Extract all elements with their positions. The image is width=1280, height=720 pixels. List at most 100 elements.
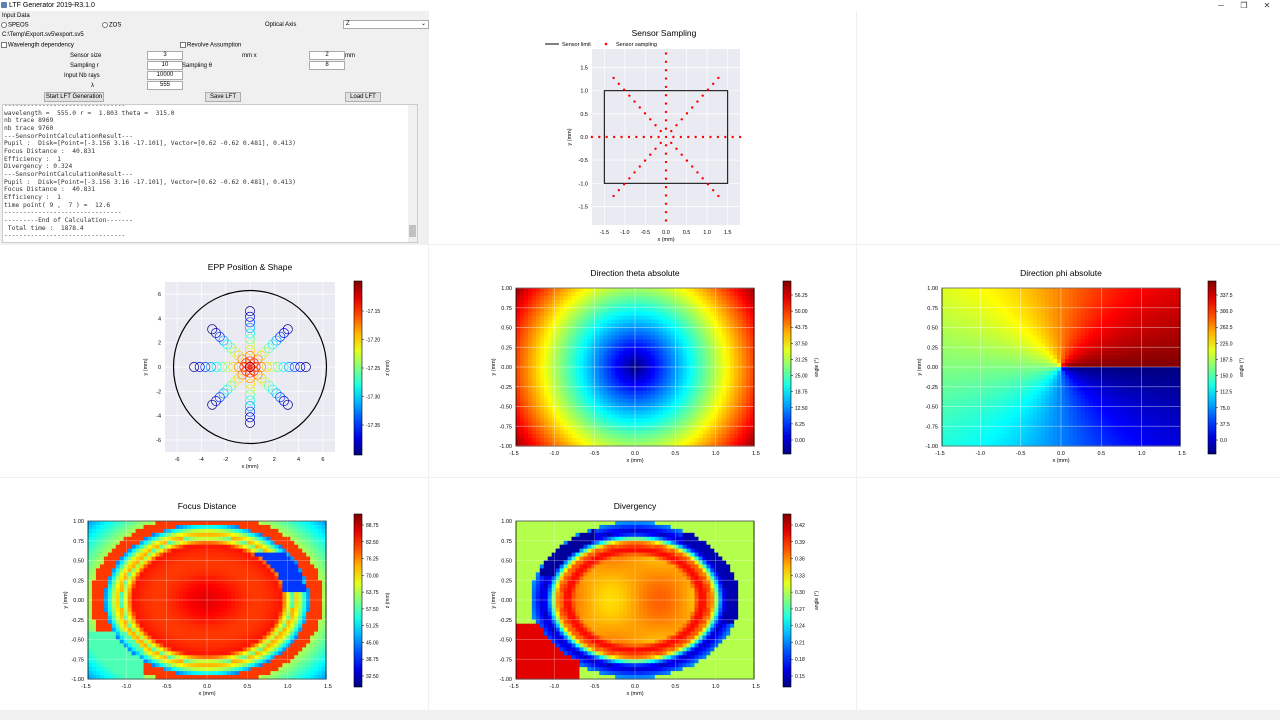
lambda-input[interactable]: 555 — [147, 81, 183, 90]
pupil-circle — [275, 331, 286, 342]
heatmap-cell — [591, 390, 596, 396]
heatmap-cell — [539, 414, 545, 419]
console-output[interactable]: -------------------------------- waveleng… — [2, 104, 418, 243]
sampling-theta-input[interactable]: 8 — [309, 61, 345, 70]
input-rays-input[interactable]: 10000 — [147, 71, 183, 80]
heatmap-cell — [1041, 339, 1046, 344]
heatmap-cell — [579, 291, 585, 297]
heatmap-cell — [631, 363, 636, 368]
heatmap-cell — [718, 355, 723, 360]
heatmap-cell — [1116, 331, 1122, 336]
heatmap-cell — [989, 394, 995, 400]
heatmap-cell — [654, 343, 660, 348]
heatmap-cell — [1061, 370, 1066, 376]
heatmap-cell — [1068, 307, 1074, 313]
heatmap-cell — [519, 291, 525, 297]
heatmap-cell — [1001, 398, 1007, 404]
sampling-r-input[interactable]: 10 — [147, 61, 183, 70]
heatmap-cell — [706, 426, 711, 431]
heatmap-cell — [953, 295, 959, 301]
load-ltf-button[interactable]: Load LFT — [345, 92, 381, 102]
heatmap-cell — [1172, 288, 1177, 293]
heatmap-cell — [1108, 406, 1114, 412]
heatmap-cell — [1041, 430, 1046, 435]
close-button[interactable]: ✕ — [1263, 1, 1271, 10]
sensor-size-x-input[interactable]: 3 — [147, 51, 183, 60]
wavelength-dependency-checkbox[interactable]: Wavelength dependency — [1, 42, 74, 49]
heatmap-cell — [678, 303, 684, 309]
console-line: Divergency : 0.324 — [4, 163, 73, 171]
console-line: wavelength = 555.0 r = 1.803 theta = 315… — [4, 109, 175, 117]
start-ltf-generation-button[interactable]: Start LFT Generation — [44, 92, 104, 102]
heatmap-cell — [674, 370, 680, 376]
heatmap-cell — [1112, 323, 1118, 329]
heatmap-cell — [519, 323, 525, 329]
heatmap-cell — [1033, 374, 1038, 380]
zos-radio[interactable]: ZOS — [102, 22, 121, 29]
speos-radio[interactable]: SPEOS — [1, 22, 29, 29]
maximize-button[interactable]: ❐ — [1240, 1, 1248, 10]
heatmap-cell — [1132, 382, 1137, 388]
heatmap-cell — [571, 303, 577, 309]
heatmap-cell — [981, 430, 987, 435]
heatmap-cell — [1108, 299, 1114, 305]
y-tick-label: 0.0 — [580, 135, 588, 141]
heatmap-cell — [516, 367, 521, 372]
console-scrollbar[interactable] — [408, 105, 417, 242]
heatmap-cell — [539, 291, 545, 297]
heatmap-cell — [1013, 311, 1018, 317]
heatmap-cell — [662, 374, 668, 380]
heatmap-cell — [535, 382, 541, 388]
heatmap-cell — [579, 327, 585, 333]
heatmap-cell — [1005, 418, 1011, 423]
heatmap-cell — [1037, 414, 1042, 419]
heatmap-cell — [1152, 319, 1157, 325]
heatmap-cell — [623, 394, 628, 400]
heatmap-cell — [670, 374, 676, 380]
heatmap-cell — [523, 288, 529, 293]
heatmap-cell — [658, 367, 664, 372]
heatmap-cell — [650, 418, 656, 423]
heatmap-cell — [571, 288, 577, 293]
heatmap-cell — [1116, 370, 1122, 376]
heatmap-cell — [706, 438, 711, 443]
revolve-assumption-checkbox[interactable]: Revolve Assumption — [180, 42, 241, 49]
heatmap-cell — [1021, 331, 1026, 336]
heatmap-cell — [730, 378, 735, 384]
heatmap-cell — [1084, 288, 1090, 293]
heatmap-cell — [1144, 303, 1149, 309]
heatmap-cell — [1116, 339, 1122, 344]
heatmap-cell — [949, 367, 955, 372]
optical-axis-select[interactable]: Z ⌄ — [343, 20, 429, 29]
heatmap-cell — [603, 307, 608, 313]
pupil-circle — [218, 388, 229, 399]
heatmap-cell — [694, 426, 700, 431]
heatmap-cell — [587, 335, 592, 340]
heatmap-cell — [587, 339, 592, 344]
heatmap-cell — [567, 299, 573, 305]
heatmap-cell — [698, 438, 704, 443]
heatmap-cell — [642, 438, 648, 443]
heatmap-cell — [710, 382, 715, 388]
heatmap-cell — [1037, 382, 1042, 388]
heatmap-cell — [1124, 370, 1130, 376]
heatmap-cell — [1116, 299, 1122, 305]
heatmap-cell — [1128, 311, 1133, 317]
sensor-size-y-input[interactable]: 2 — [309, 51, 345, 60]
heatmap-cell — [635, 410, 640, 415]
heatmap-cell — [516, 311, 521, 317]
heatmap-cell — [678, 323, 684, 329]
heatmap-cell — [674, 335, 680, 340]
heatmap-cell — [973, 327, 979, 333]
heatmap-cell — [1021, 363, 1026, 368]
heatmap-cell — [997, 351, 1003, 356]
heatmap-cell — [1033, 311, 1038, 317]
scroll-thumb[interactable] — [409, 225, 416, 237]
heatmap-cell — [997, 323, 1003, 329]
heatmap-cell — [1045, 307, 1050, 313]
heatmap-cell — [1148, 315, 1153, 321]
heatmap-cell — [646, 434, 652, 439]
save-ltf-button[interactable]: Save LFT — [205, 92, 241, 102]
heatmap-cell — [611, 422, 616, 427]
minimize-button[interactable]: ─ — [1218, 1, 1224, 10]
